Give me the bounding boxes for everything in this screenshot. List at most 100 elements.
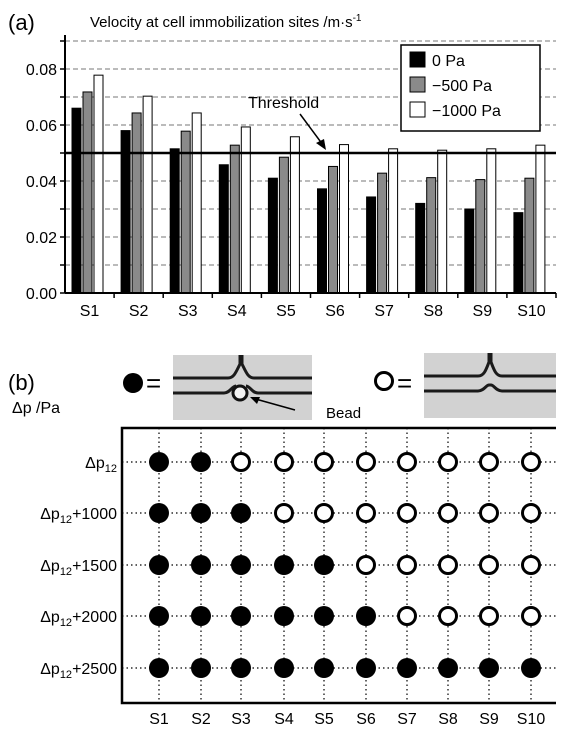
dot-hollow — [438, 606, 458, 626]
bar — [229, 144, 240, 294]
bar — [191, 112, 202, 294]
channel-image-with-bead — [173, 355, 312, 420]
dot-filled — [314, 606, 334, 626]
bar — [169, 148, 180, 294]
x-tick-label: S4 — [227, 303, 247, 320]
bar — [317, 188, 327, 294]
column-label: S3 — [231, 711, 251, 728]
dot-filled — [231, 503, 251, 523]
legend-equals-2: = — [397, 368, 412, 398]
bead-arrow-head — [250, 397, 260, 404]
row-label: Δp12+2000 — [40, 609, 117, 629]
dot-hollow — [521, 503, 541, 523]
bar — [535, 144, 546, 294]
x-tick-label: S3 — [178, 303, 198, 320]
bar — [366, 196, 377, 294]
dot-filled — [438, 658, 458, 678]
column-label: S7 — [397, 711, 417, 728]
x-tick-label: S1 — [80, 303, 100, 320]
bar — [415, 202, 426, 294]
dot-hollow — [274, 452, 294, 472]
x-tick-label: S7 — [374, 303, 394, 320]
bar — [71, 107, 82, 294]
panel-a-bar-chart: (a) Velocity at cell immobilization site… — [8, 10, 557, 320]
bar — [180, 130, 191, 294]
dot-hollow — [397, 606, 417, 626]
dot-filled — [521, 658, 541, 678]
dot-hollow — [479, 606, 499, 626]
x-tick-label: S10 — [517, 303, 546, 320]
column-labels: S1 S2 S3 S4 S5 S6 S7 S8 S9 S10 — [149, 711, 545, 728]
column-label: S5 — [314, 711, 334, 728]
dot-filled — [356, 658, 376, 678]
bar — [339, 144, 349, 294]
threshold-arrow — [299, 113, 324, 146]
bar — [328, 165, 338, 294]
bar — [93, 74, 104, 294]
dot-filled — [191, 452, 211, 472]
axes — [60, 35, 557, 298]
dp-axis-label: Δp /Pa — [12, 400, 60, 417]
y-tick-label: 0.06 — [26, 118, 57, 135]
dot-hollow — [521, 452, 541, 472]
dot-filled — [274, 555, 294, 575]
dot-hollow — [314, 503, 334, 523]
dot-filled — [191, 606, 211, 626]
legend-filled-marker — [123, 373, 143, 393]
panel-a-label: (a) — [8, 10, 35, 35]
bar — [524, 177, 535, 294]
y-tick-label: 0.02 — [26, 230, 57, 247]
legend-label: 0 Pa — [432, 53, 465, 70]
legend-swatch — [409, 51, 426, 68]
dot-hollow — [479, 555, 499, 575]
x-tick-label: S2 — [129, 303, 149, 320]
dot-filled — [191, 658, 211, 678]
bar — [464, 208, 475, 294]
bead-label: Bead — [326, 405, 361, 422]
x-tick-label: S5 — [276, 303, 296, 320]
dot-hollow — [356, 452, 376, 472]
dot-filled — [314, 658, 334, 678]
dot-filled — [231, 606, 251, 626]
bar — [82, 91, 93, 294]
tick-labels: S1 S2 S3 S4 S5 S6 S7 S8 S9 S10 0.00 0.02 0.04 0.06 0.0… — [26, 62, 546, 320]
legend-label: −1000 Pa — [432, 103, 501, 120]
row-label: Δp12+1500 — [40, 558, 117, 578]
dot-filled — [356, 606, 376, 626]
bar — [377, 172, 388, 294]
dots — [149, 452, 541, 678]
threshold-label: Threshold — [248, 95, 319, 112]
dot-filled — [149, 503, 169, 523]
bar — [267, 177, 278, 294]
dot-hollow — [521, 606, 541, 626]
row-labels: Δp12 Δp12+1000 Δp12+1500 Δp12+2000 Δp12+2500 — [40, 455, 117, 681]
dot-hollow — [438, 555, 458, 575]
column-label: S6 — [356, 711, 376, 728]
dot-hollow — [314, 452, 334, 472]
dot-filled — [314, 555, 334, 575]
legend-swatch — [409, 76, 426, 93]
panel-b-label: (b) — [8, 370, 35, 395]
dot-filled — [149, 658, 169, 678]
bar — [513, 212, 524, 294]
column-label: S8 — [438, 711, 458, 728]
column-label: S4 — [274, 711, 294, 728]
dot-hollow — [356, 555, 376, 575]
bar — [289, 136, 300, 294]
row-label: Δp12+1000 — [40, 506, 117, 526]
legend-equals-1: = — [146, 368, 161, 398]
threshold: Threshold — [65, 95, 556, 155]
column-label: S2 — [191, 711, 211, 728]
bar — [475, 179, 486, 294]
dot-filled — [397, 658, 417, 678]
legend-label: −500 Pa — [432, 78, 492, 95]
dot-filled — [231, 555, 251, 575]
dot-filled — [149, 555, 169, 575]
y-tick-label: 0.04 — [26, 174, 57, 191]
bar — [426, 177, 437, 294]
dot-hollow — [479, 503, 499, 523]
dot-filled — [149, 452, 169, 472]
bar — [388, 148, 399, 294]
x-tick-label: S6 — [325, 303, 345, 320]
